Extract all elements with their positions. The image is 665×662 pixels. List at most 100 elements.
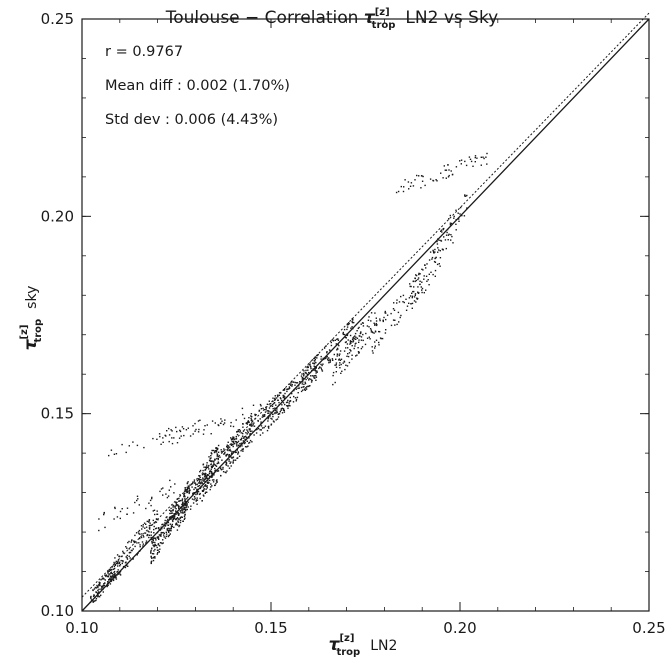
data-point — [179, 429, 181, 432]
data-point — [300, 390, 303, 393]
data-point — [187, 490, 189, 492]
data-point — [119, 565, 121, 567]
data-point — [280, 398, 282, 400]
data-point — [182, 512, 184, 514]
data-point — [346, 326, 349, 328]
chart-title: Toulouse − Correlation τ[z] trop LN2 vs Sk… — [165, 7, 499, 31]
data-point — [263, 415, 266, 417]
data-point — [280, 408, 283, 410]
data-point — [339, 353, 341, 355]
data-point — [165, 516, 167, 519]
data-point — [448, 174, 450, 177]
data-point — [374, 324, 376, 326]
data-point — [310, 375, 312, 377]
data-point — [195, 499, 197, 501]
data-point — [416, 174, 418, 177]
data-point — [249, 433, 251, 435]
data-point — [212, 464, 214, 466]
data-point — [286, 405, 288, 407]
data-point — [423, 292, 425, 294]
data-point — [214, 470, 216, 472]
data-point — [443, 236, 445, 238]
data-point — [442, 228, 444, 230]
data-point — [229, 449, 231, 452]
data-point — [238, 429, 241, 431]
data-point — [206, 424, 208, 426]
data-point — [378, 330, 380, 333]
data-point — [252, 423, 254, 425]
data-point — [209, 460, 212, 462]
x-tick-label: 0.15 — [254, 619, 287, 637]
data-point — [192, 481, 194, 483]
data-point — [178, 518, 180, 521]
data-point — [201, 482, 203, 484]
data-point — [156, 536, 158, 539]
data-point — [198, 484, 201, 487]
data-point — [344, 333, 346, 336]
data-point — [176, 517, 179, 519]
data-point — [156, 510, 158, 512]
data-point — [167, 535, 169, 537]
data-point — [434, 248, 436, 251]
data-point — [200, 483, 202, 485]
data-point — [185, 509, 187, 512]
data-point — [199, 492, 201, 495]
data-point — [213, 474, 215, 476]
data-point — [294, 397, 297, 399]
data-point — [242, 450, 244, 452]
data-point — [252, 404, 255, 406]
data-point — [197, 431, 200, 433]
data-point — [331, 358, 334, 360]
data-point — [267, 418, 269, 420]
data-point — [330, 344, 333, 347]
data-point — [211, 476, 213, 478]
reference-lines — [81, 12, 650, 612]
data-point — [351, 321, 354, 324]
data-point — [273, 399, 276, 401]
data-point — [334, 381, 336, 384]
data-point — [368, 336, 370, 338]
data-point — [419, 283, 421, 286]
data-point — [104, 526, 106, 529]
data-point — [104, 582, 106, 584]
data-point — [227, 465, 229, 467]
data-point — [426, 280, 428, 282]
data-point — [421, 291, 423, 294]
data-point — [259, 429, 261, 431]
data-point — [374, 312, 376, 314]
data-point — [230, 450, 232, 452]
data-point — [343, 350, 346, 352]
data-point — [113, 568, 115, 570]
data-point — [193, 492, 195, 494]
data-point — [162, 531, 164, 534]
data-point — [249, 424, 251, 426]
data-point — [374, 331, 377, 333]
data-point — [381, 337, 384, 340]
data-point — [203, 480, 205, 482]
data-point — [400, 185, 402, 188]
data-point — [310, 367, 312, 370]
data-point — [171, 430, 173, 432]
data-point — [242, 413, 244, 416]
data-point — [178, 507, 180, 509]
data-point — [208, 472, 211, 474]
data-point — [218, 424, 220, 427]
data-point — [428, 284, 430, 286]
data-point — [161, 523, 163, 526]
data-point — [116, 516, 119, 518]
data-point — [225, 464, 228, 466]
data-point — [236, 441, 239, 444]
data-point — [178, 497, 180, 500]
data-point — [251, 430, 253, 432]
data-point — [90, 597, 92, 599]
data-point — [156, 553, 158, 555]
data-point — [181, 516, 183, 518]
data-point — [417, 277, 420, 279]
data-point — [309, 362, 311, 364]
data-point — [90, 595, 92, 598]
data-point — [409, 283, 411, 285]
data-point — [230, 453, 233, 455]
data-point — [360, 347, 363, 350]
data-point — [344, 368, 346, 371]
data-point — [403, 301, 405, 304]
